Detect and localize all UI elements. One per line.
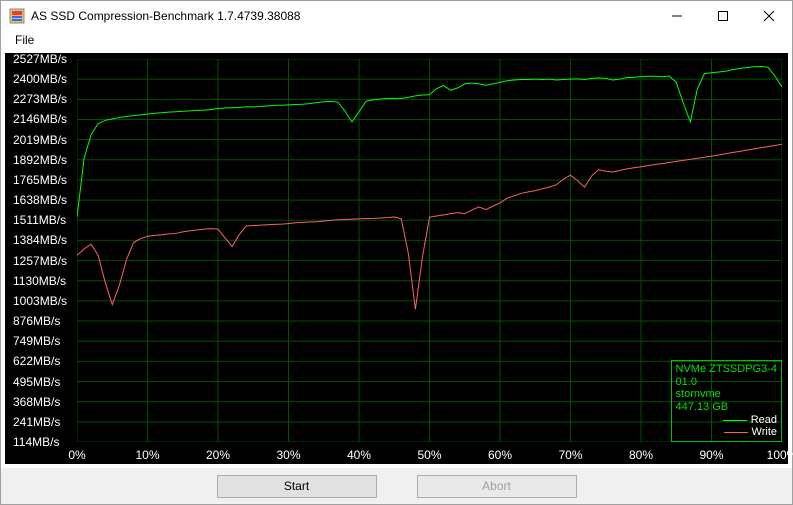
window-controls	[654, 1, 792, 31]
x-tick-label: 60%	[488, 448, 512, 462]
legend-device-line2: 01.0	[676, 376, 777, 389]
menu-file[interactable]: File	[9, 32, 40, 48]
chart-area: 2527MB/s 2400MB/s 2273MB/s 2146MB/s 2019MB/s…	[5, 53, 788, 464]
y-tick-label: 368MB/s	[13, 395, 60, 409]
close-button[interactable]	[746, 1, 792, 31]
y-tick-label: 1384MB/s	[13, 233, 67, 247]
app-icon	[9, 8, 25, 24]
y-tick-label: 241MB/s	[13, 415, 60, 429]
legend-device-line4: 447.13 GB	[676, 401, 777, 414]
x-tick-label: 80%	[629, 448, 653, 462]
y-tick-label: 1638MB/s	[13, 193, 67, 207]
menubar: File	[1, 31, 792, 51]
legend-box: NVMe ZTSSDPG3-4 01.0 stornvme 447.13 GB …	[671, 360, 782, 442]
y-tick-label: 495MB/s	[13, 375, 60, 389]
y-tick-label: 622MB/s	[13, 354, 60, 368]
legend-write-row: Write	[676, 426, 777, 439]
legend-device-line1: NVMe ZTSSDPG3-4	[676, 363, 777, 376]
y-tick-label: 876MB/s	[13, 314, 60, 328]
legend-device-line3: stornvme	[676, 388, 777, 401]
legend-read-swatch	[723, 420, 747, 421]
y-tick-label: 114MB/s	[13, 435, 59, 449]
legend-read-label: Read	[751, 414, 777, 427]
x-tick-label: 30%	[276, 448, 300, 462]
minimize-button[interactable]	[654, 1, 700, 31]
x-tick-label: 100%	[767, 448, 793, 462]
y-tick-label: 2400MB/s	[13, 72, 67, 86]
titlebar: AS SSD Compression-Benchmark 1.7.4739.38…	[1, 1, 792, 31]
y-tick-label: 2273MB/s	[13, 92, 67, 106]
maximize-button[interactable]	[700, 1, 746, 31]
app-window: AS SSD Compression-Benchmark 1.7.4739.38…	[0, 0, 793, 505]
y-tick-label: 1003MB/s	[13, 294, 67, 308]
x-tick-label: 50%	[417, 448, 441, 462]
button-bar: Start Abort	[1, 468, 792, 504]
y-tick-label: 2527MB/s	[13, 52, 67, 66]
start-button[interactable]: Start	[217, 475, 377, 498]
x-tick-label: 0%	[68, 448, 85, 462]
legend-write-label: Write	[752, 426, 777, 439]
y-tick-label: 1257MB/s	[13, 254, 67, 268]
y-tick-label: 1892MB/s	[13, 153, 67, 167]
x-tick-label: 70%	[558, 448, 582, 462]
y-tick-label: 2146MB/s	[13, 112, 67, 126]
y-tick-label: 749MB/s	[13, 334, 60, 348]
x-axis-labels: 0%10%20%30%40%50%60%70%80%90%100%	[77, 446, 782, 462]
window-title: AS SSD Compression-Benchmark 1.7.4739.38…	[31, 9, 654, 23]
y-tick-label: 1511MB/s	[13, 213, 66, 227]
abort-button[interactable]: Abort	[417, 475, 577, 498]
x-tick-label: 40%	[347, 448, 371, 462]
x-tick-label: 90%	[699, 448, 723, 462]
y-tick-label: 1765MB/s	[13, 173, 67, 187]
legend-read-row: Read	[676, 414, 777, 427]
x-tick-label: 10%	[135, 448, 159, 462]
legend-write-swatch	[724, 432, 748, 433]
y-tick-label: 2019MB/s	[13, 133, 67, 147]
y-tick-label: 1130MB/s	[13, 274, 66, 288]
x-tick-label: 20%	[206, 448, 230, 462]
